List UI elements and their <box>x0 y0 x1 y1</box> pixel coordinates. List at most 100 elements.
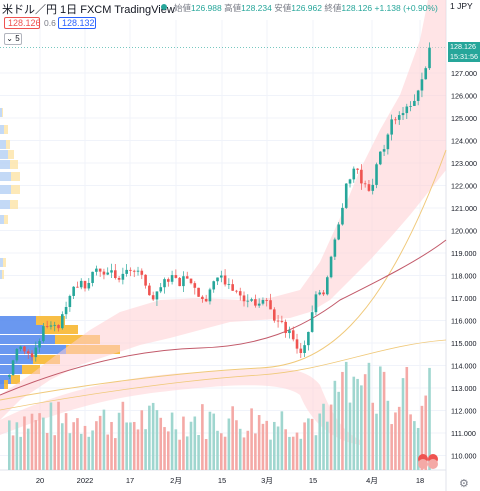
candle-body <box>182 276 185 287</box>
volume-bar <box>405 366 409 470</box>
candle-body <box>144 274 147 286</box>
volume-bar <box>356 378 359 470</box>
candle-body <box>61 314 64 329</box>
volume-bar <box>61 423 64 470</box>
volume-bar <box>220 433 223 470</box>
volume-profile-row <box>10 160 18 169</box>
volume-bar <box>79 433 83 470</box>
volume-bar <box>129 422 132 470</box>
candle-body <box>333 239 337 257</box>
volume-bar <box>216 430 219 470</box>
candle-body <box>329 256 333 278</box>
volume-profile-row <box>0 316 36 325</box>
volume-bar <box>15 422 19 470</box>
volume-bar <box>19 436 22 470</box>
candle-body <box>64 306 68 315</box>
candle-body <box>250 299 253 301</box>
sell-price-button[interactable]: 128.126 <box>4 17 41 29</box>
last-price-value: 128.126 <box>450 42 476 51</box>
volume-bar <box>91 430 94 470</box>
candle-body <box>42 326 45 342</box>
volume-bar <box>34 420 38 470</box>
market-status-icon <box>161 4 167 10</box>
candle-body <box>49 325 53 327</box>
volume-bar <box>333 380 337 470</box>
candle-body <box>257 303 261 306</box>
candle-body <box>276 320 280 322</box>
time-axis-label: 15 <box>309 476 317 485</box>
candle-body <box>386 134 390 150</box>
candle-body <box>216 277 219 282</box>
volume-bar <box>193 416 197 470</box>
candle-body <box>409 105 412 107</box>
volume-bar <box>151 402 155 470</box>
candle-body <box>227 284 231 285</box>
candle-body <box>416 90 420 101</box>
volume-bar <box>11 435 15 470</box>
candle-body <box>326 277 329 295</box>
volume-bar <box>114 438 117 470</box>
buy-price-button[interactable]: 128.132 <box>58 17 96 29</box>
volume-bar <box>49 402 53 470</box>
price-axis-label: 114.000 <box>451 362 476 371</box>
ma-mid-line <box>0 239 447 396</box>
volume-bar <box>201 404 204 470</box>
volume-profile-row <box>2 270 4 279</box>
candle-body <box>363 183 367 185</box>
volume-profile-row <box>0 215 4 224</box>
indicator-collapse-button[interactable]: ⌄ 5 <box>4 33 22 45</box>
candle-body <box>178 277 181 287</box>
volume-bar <box>360 385 363 470</box>
volume-bar <box>140 410 144 470</box>
candle-body <box>420 79 424 91</box>
volume-bar <box>212 413 216 470</box>
volume-profile-row <box>2 108 3 117</box>
volume-bar <box>235 420 238 470</box>
volume-bar <box>416 427 420 470</box>
volume-bar <box>382 371 386 470</box>
candle-body <box>424 68 428 80</box>
candle-body <box>307 331 310 346</box>
volume-bar <box>121 401 125 470</box>
price-axis-label: 111.000 <box>451 429 476 438</box>
volume-bar <box>397 406 401 470</box>
volume-bar <box>276 426 280 470</box>
lower-band-fill <box>0 368 360 445</box>
volume-profile-row <box>10 200 18 209</box>
volume-profile-row <box>4 125 8 134</box>
ma-long-line <box>0 149 447 401</box>
currency-selector[interactable]: 1 JPY <box>450 1 473 11</box>
candle-body <box>397 115 401 120</box>
candle-body <box>280 320 284 322</box>
volume-bar <box>148 405 151 470</box>
candle-body <box>318 292 322 295</box>
spread-label: 0.6 <box>44 18 56 28</box>
volume-bar <box>386 400 390 470</box>
candle-body <box>23 346 26 352</box>
candle-body <box>117 278 121 280</box>
candle-body <box>242 295 246 302</box>
candle-body <box>140 270 144 275</box>
volume-bar <box>208 411 212 470</box>
candle-body <box>87 282 91 289</box>
volume-bar <box>76 418 79 470</box>
candle-body <box>132 270 136 272</box>
candle-body <box>201 296 204 299</box>
volume-profile-row <box>0 140 6 149</box>
volume-bar <box>326 421 329 470</box>
bar-countdown: 15:31:56 <box>450 51 478 61</box>
candle-body <box>273 309 276 321</box>
volume-bar <box>227 418 231 470</box>
candle-body <box>34 347 38 358</box>
candle-body <box>174 275 178 278</box>
candle-body <box>220 275 223 278</box>
volume-profile-row <box>0 150 8 159</box>
symbol-title[interactable]: 米ドル／円 1日 FXCM TradingView <box>2 4 175 16</box>
candle-body <box>38 341 41 348</box>
gear-icon[interactable]: ⚙ <box>459 478 469 490</box>
candle-body <box>322 292 325 295</box>
volume-bar <box>204 439 208 470</box>
price-axis-label: 123.000 <box>451 159 477 168</box>
volume-bar <box>344 361 348 470</box>
